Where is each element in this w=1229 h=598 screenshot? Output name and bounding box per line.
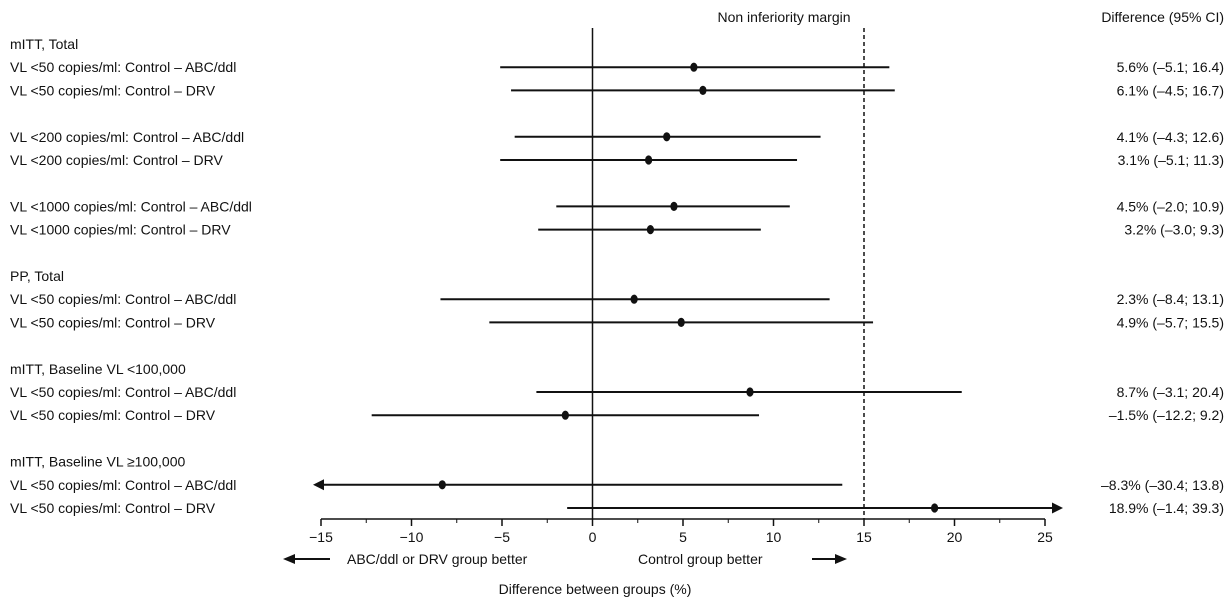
axis-footer: ABC/ddl or DRV group better Control grou… [283,551,847,597]
point-estimate [690,62,698,72]
point-estimate [677,317,685,327]
point-estimate [438,480,446,490]
point-estimate [699,85,707,95]
non-inferiority-margin-label: Non inferiority margin [717,9,850,25]
row-label: VL <50 copies/ml: Control – DRV [10,500,216,516]
row-label: VL <50 copies/ml: Control – ABC/ddl [10,384,236,400]
x-tick-label: −15 [309,529,333,545]
row-label: VL <50 copies/ml: Control – ABC/ddl [10,59,236,75]
point-estimate [746,387,754,397]
point-estimate [663,132,671,142]
point-estimate [670,201,678,211]
ci-arrow-right [1052,502,1063,514]
group-header: mITT, Baseline VL ≥100,000 [10,454,185,470]
ci-value: –8.3% (–30.4; 13.8) [1101,477,1224,493]
group-header: PP, Total [10,268,64,284]
x-tick-label: −5 [494,529,510,545]
point-estimate [646,225,655,235]
point-estimate [630,294,638,304]
direction-label-right: Control group better [638,551,763,567]
direction-label-left: ABC/ddl or DRV group better [347,551,528,567]
ci-value: 2.3% (–8.4; 13.1) [1117,291,1224,307]
ci-value: 4.5% (–2.0; 10.9) [1117,198,1224,214]
x-tick-label: 15 [856,529,872,545]
row-label: VL <50 copies/ml: Control – ABC/ddl [10,477,236,493]
x-tick-label: 0 [589,529,597,545]
row-label: VL <1000 copies/ml: Control – DRV [10,222,231,238]
x-tick-label: 20 [947,529,963,545]
difference-ci-header: Difference (95% CI) [1101,9,1224,25]
ci-value: –1.5% (–12.2; 9.2) [1109,407,1224,423]
row-label: VL <50 copies/ml: Control – ABC/ddl [10,291,236,307]
ci-arrow-left [313,479,324,491]
row-label: VL <50 copies/ml: Control – DRV [10,407,216,423]
group-header: mITT, Baseline VL <100,000 [10,361,186,377]
group-header: mITT, Total [10,36,78,52]
x-tick-label: −10 [400,529,424,545]
point-estimate [561,410,569,420]
ci-value: 6.1% (–4.5; 16.7) [1117,82,1224,98]
ci-value: 5.6% (–5.1; 16.4) [1117,59,1224,75]
ci-value: 8.7% (–3.1; 20.4) [1117,384,1224,400]
row-label: VL <200 copies/ml: Control – DRV [10,152,223,168]
x-tick-label: 25 [1037,529,1053,545]
point-estimate [645,155,653,165]
ci-value: 3.2% (–3.0; 9.3) [1124,222,1224,238]
row-label: VL <200 copies/ml: Control – ABC/ddl [10,129,244,145]
x-axis: −15 −10 −5 0 5 10 15 20 25 [309,28,1053,545]
ci-value: 4.9% (–5.7; 15.5) [1117,314,1224,330]
direction-arrow-right-head [835,554,847,564]
ci-value: 3.1% (–5.1; 11.3) [1118,152,1224,168]
row-label: VL <50 copies/ml: Control – DRV [10,314,216,330]
row-label: VL <1000 copies/ml: Control – ABC/ddl [10,198,252,214]
row-label: VL <50 copies/ml: Control – DRV [10,82,216,98]
x-tick-label: 5 [679,529,687,545]
x-axis-label: Difference between groups (%) [499,581,692,597]
x-tick-label: 10 [766,529,782,545]
forest-rows: mITT, Total VL <50 copies/ml: Control – A… [10,36,1224,516]
ci-value: 4.1% (–4.3; 12.6) [1117,129,1224,145]
point-estimate [930,503,939,513]
direction-arrow-left-head [283,554,295,564]
ci-value: 18.9% (–1.4; 39.3) [1109,500,1224,516]
